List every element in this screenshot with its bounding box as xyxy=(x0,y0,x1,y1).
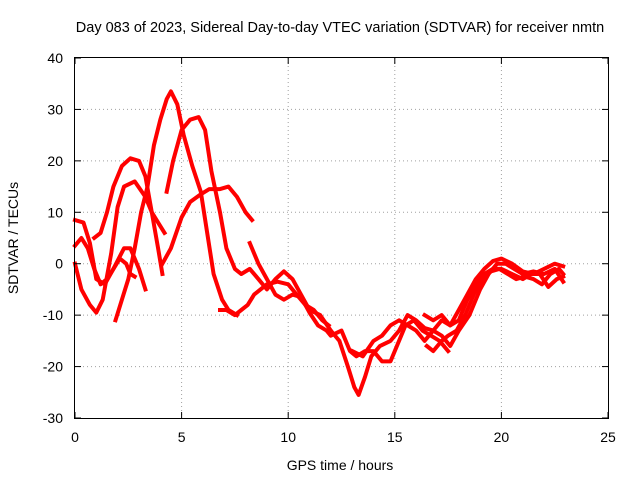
series-line-10 xyxy=(327,261,566,397)
series-line-5 xyxy=(112,89,240,323)
y-tick-label: -20 xyxy=(43,359,63,375)
x-tick-label: 20 xyxy=(494,429,510,445)
x-tick-label: 5 xyxy=(178,429,186,445)
y-tick-label: 30 xyxy=(47,101,63,117)
series-line-11 xyxy=(349,256,566,359)
x-tick-label: 10 xyxy=(280,429,296,445)
y-tick-labels: -30 -20 -10 0 10 20 30 40 xyxy=(43,50,63,426)
tick-marks xyxy=(74,57,609,419)
series-line-12 xyxy=(421,266,566,328)
y-axis-label: SDTVAR / TECUs xyxy=(5,182,21,294)
series-line-13 xyxy=(423,266,567,354)
series-layer xyxy=(72,89,567,397)
x-tick-label: 0 xyxy=(71,429,79,445)
series-line-6 xyxy=(159,184,255,267)
chart-title: Day 083 of 2023, Sidereal Day-to-day VTE… xyxy=(76,20,604,36)
series-line-7 xyxy=(164,115,334,334)
plot-frame xyxy=(74,57,609,419)
x-tick-label: 25 xyxy=(600,429,616,445)
y-tick-label: 0 xyxy=(55,256,63,272)
y-tick-label: -30 xyxy=(43,410,63,426)
x-tick-labels: 0 5 10 15 20 25 xyxy=(71,429,616,445)
y-tick-label: -10 xyxy=(43,307,63,323)
series-line-9 xyxy=(247,240,451,364)
x-axis-label: GPS time / hours xyxy=(287,457,394,473)
x-tick-label: 15 xyxy=(387,429,403,445)
series-line-3 xyxy=(72,236,138,287)
y-tick-label: 20 xyxy=(47,153,63,169)
y-tick-label: 10 xyxy=(47,204,63,220)
series-line-8 xyxy=(218,279,332,329)
y-tick-label: 40 xyxy=(47,50,63,66)
series-line-4 xyxy=(91,156,165,277)
